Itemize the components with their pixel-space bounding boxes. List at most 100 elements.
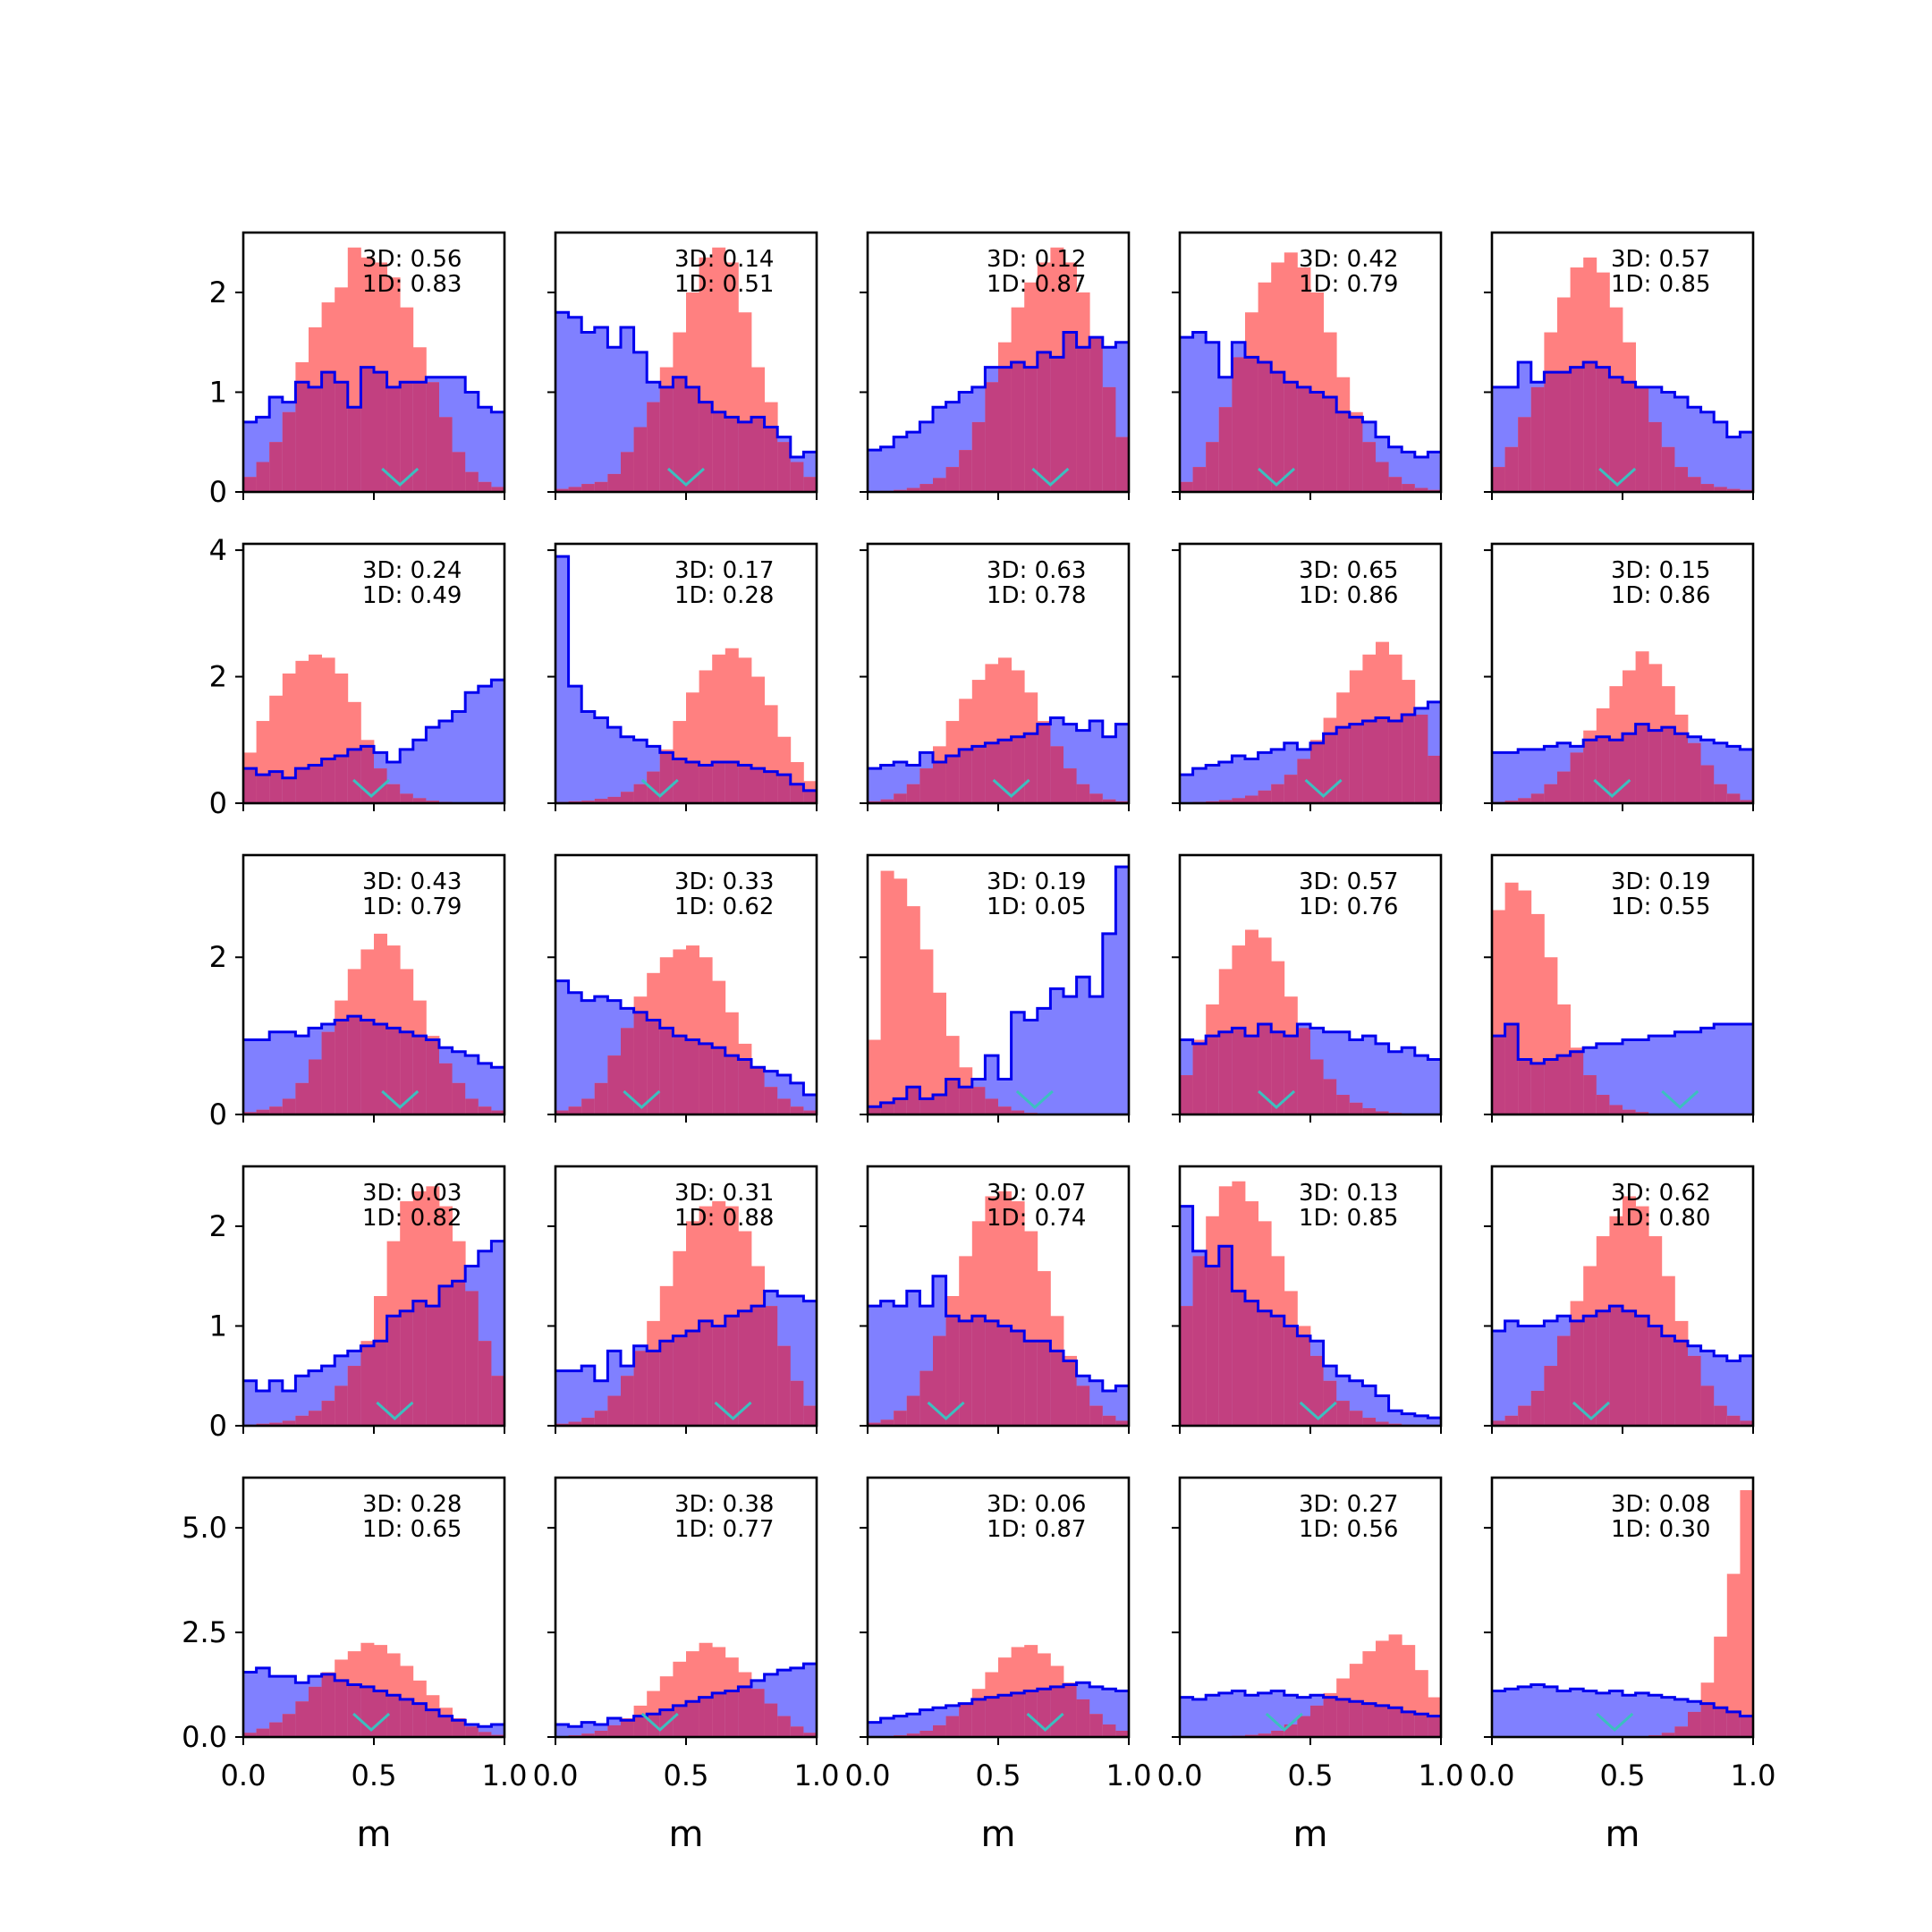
bar-overlap	[1115, 1420, 1130, 1426]
bar-overlap	[673, 1335, 687, 1426]
bar-3d	[1530, 749, 1545, 803]
bar-overlap	[738, 1310, 752, 1426]
bar-overlap	[1349, 417, 1363, 492]
bar-overlap	[1180, 1075, 1193, 1114]
bar-overlap	[400, 1310, 414, 1426]
bar-overlap	[751, 768, 765, 803]
label-1d: 1D: 0.51	[674, 271, 774, 298]
marker-v	[623, 1089, 661, 1110]
bar-overlap	[1661, 1335, 1675, 1426]
bar-overlap	[1414, 714, 1428, 803]
bar-3d	[1700, 1028, 1715, 1114]
bar-overlap	[1076, 784, 1090, 803]
x-tick-label: 0.0	[221, 1758, 267, 1792]
bar-overlap	[659, 1341, 674, 1426]
bar-overlap	[1258, 1310, 1272, 1426]
bar-overlap	[1428, 755, 1442, 803]
label-3d: 3D: 0.28	[362, 1491, 462, 1518]
bar-overlap	[1206, 1036, 1220, 1114]
bar-3d	[1362, 1036, 1377, 1114]
bar-3d	[906, 1291, 920, 1426]
label-1d: 1D: 0.05	[987, 894, 1086, 920]
x-axis-label: m	[357, 1814, 392, 1855]
y-tick-label: 4	[209, 533, 227, 567]
bar-overlap	[764, 1306, 778, 1426]
bar-overlap	[880, 1419, 894, 1426]
bar-overlap	[673, 758, 687, 803]
bar-3d	[282, 1390, 296, 1426]
y-tick-label: 2	[209, 275, 227, 309]
bar-overlap	[439, 1285, 453, 1426]
marker-v	[376, 1401, 414, 1421]
bar-3d	[568, 317, 582, 492]
x-tick-label: 0.5	[352, 1758, 397, 1792]
label-3d: 3D: 0.08	[1611, 1491, 1710, 1518]
bar-3d	[256, 1667, 270, 1737]
bar-3d	[439, 721, 453, 803]
bar-3d	[295, 1376, 309, 1426]
bar-overlap	[1323, 397, 1337, 492]
bar-overlap	[633, 784, 648, 803]
bar-overlap	[386, 1695, 401, 1737]
bar-3d	[1245, 1695, 1258, 1737]
bar-3d	[1570, 1689, 1584, 1737]
bar-overlap	[1037, 724, 1051, 803]
bar-3d	[607, 727, 622, 803]
bar-overlap	[452, 1281, 466, 1426]
y-tick-label: 2	[209, 660, 227, 694]
bar-overlap	[880, 799, 894, 803]
bar-overlap	[738, 1686, 752, 1737]
bar-overlap	[1583, 1316, 1597, 1426]
bar-overlap	[1362, 1107, 1377, 1114]
bar-3d	[256, 1039, 270, 1114]
label-1d: 1D: 0.77	[674, 1516, 774, 1543]
bar-3d	[1648, 1695, 1663, 1737]
bar-overlap	[1518, 798, 1532, 803]
bar-overlap	[282, 1714, 296, 1737]
step-line-3d	[555, 1662, 817, 1728]
bar-3d	[555, 1724, 569, 1737]
bar-overlap	[790, 784, 804, 803]
bar-overlap	[1218, 1031, 1233, 1114]
label-3d: 3D: 0.38	[674, 1491, 774, 1518]
bar-overlap	[1700, 765, 1715, 803]
bar-3d	[868, 768, 881, 803]
bar-overlap	[295, 382, 309, 492]
bar-3d	[1218, 1692, 1233, 1737]
bar-overlap	[699, 765, 713, 803]
bar-overlap	[803, 1405, 818, 1426]
bar-overlap	[777, 442, 792, 492]
bar-overlap	[1115, 1730, 1130, 1737]
bar-overlap	[1596, 1095, 1610, 1114]
bar-overlap	[400, 793, 414, 803]
bar-3d	[1518, 1686, 1532, 1737]
x-tick-label: 0.5	[664, 1758, 709, 1792]
bar-overlap	[386, 1316, 401, 1426]
bar-overlap	[621, 1720, 634, 1737]
bar-overlap	[1740, 1420, 1754, 1426]
step-line-3d	[243, 1014, 504, 1069]
bar-3d	[607, 347, 622, 492]
bar-overlap	[724, 417, 739, 492]
bar-3d	[452, 711, 466, 803]
bar-overlap	[568, 1106, 582, 1114]
bar-overlap	[1258, 362, 1272, 492]
bar-overlap	[1297, 386, 1311, 492]
step-line-3d	[555, 979, 817, 1097]
bar-overlap	[1674, 1341, 1689, 1426]
marker-v	[1258, 1089, 1296, 1110]
bar-3d	[1102, 933, 1116, 1114]
label-3d: 3D: 0.06	[987, 1491, 1086, 1518]
bar-overlap	[1192, 467, 1207, 492]
bar-3d	[568, 686, 582, 803]
bar-3d	[1232, 755, 1246, 803]
label-3d: 3D: 0.13	[1299, 1180, 1398, 1207]
bar-overlap	[309, 1686, 322, 1737]
bar-overlap	[1388, 477, 1402, 492]
bar-overlap	[1530, 1063, 1545, 1114]
